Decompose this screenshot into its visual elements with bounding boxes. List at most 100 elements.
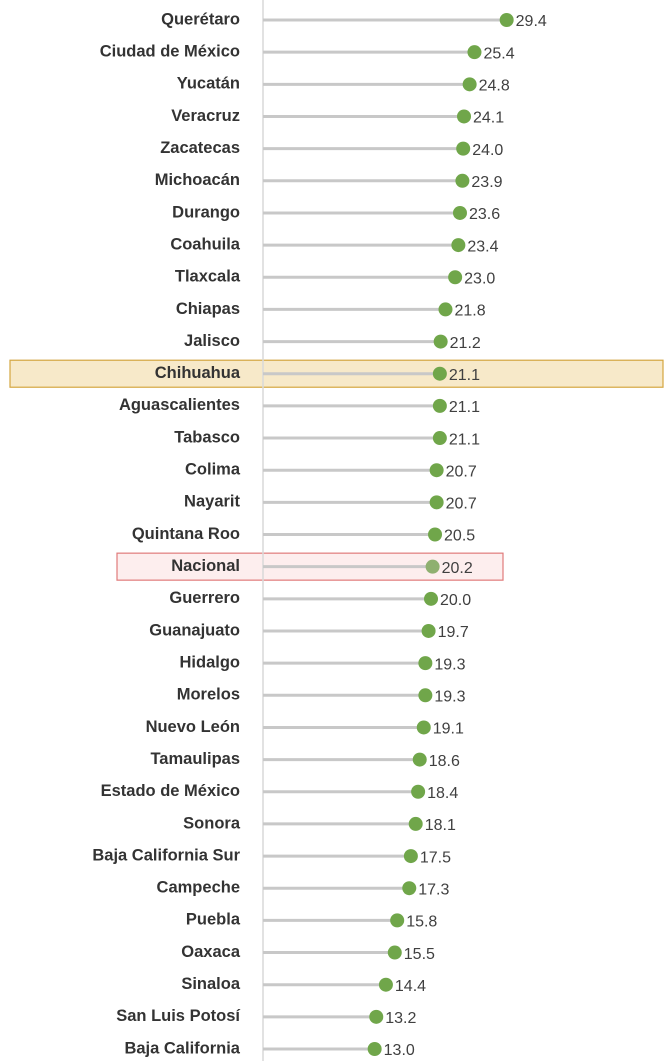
value-label: 21.1 bbox=[449, 431, 480, 448]
category-label: Durango bbox=[172, 203, 240, 221]
value-label: 14.4 bbox=[395, 978, 426, 995]
value-label: 23.6 bbox=[469, 206, 500, 223]
dot bbox=[452, 205, 467, 220]
dot bbox=[429, 495, 444, 510]
dot bbox=[455, 173, 470, 188]
value-label: 23.9 bbox=[471, 174, 502, 191]
dot bbox=[402, 881, 417, 896]
dot bbox=[438, 302, 453, 317]
category-label: Tamaulipas bbox=[150, 750, 240, 768]
dot bbox=[451, 238, 466, 253]
dot bbox=[403, 849, 418, 864]
value-label: 21.8 bbox=[454, 303, 485, 320]
category-label: Querétaro bbox=[161, 10, 240, 28]
value-label: 18.6 bbox=[429, 753, 460, 770]
value-label: 15.5 bbox=[404, 946, 435, 963]
dot bbox=[467, 45, 482, 60]
dot bbox=[412, 752, 427, 767]
dot bbox=[418, 656, 433, 671]
category-label: Tabasco bbox=[174, 428, 240, 446]
category-label: Veracruz bbox=[171, 107, 240, 125]
value-label: 20.7 bbox=[446, 496, 477, 513]
dot bbox=[432, 398, 447, 413]
dot bbox=[369, 1009, 384, 1024]
value-label: 21.1 bbox=[449, 367, 480, 384]
category-label: Tlaxcala bbox=[175, 268, 241, 286]
dot bbox=[411, 784, 426, 799]
value-label: 21.2 bbox=[450, 335, 481, 352]
category-label: Guanajuato bbox=[149, 621, 240, 639]
dot bbox=[390, 913, 405, 928]
dot bbox=[367, 1042, 382, 1056]
category-label: Campeche bbox=[157, 879, 240, 897]
dot bbox=[408, 816, 423, 831]
value-label: 24.8 bbox=[479, 78, 510, 95]
dot bbox=[425, 559, 440, 574]
dot bbox=[499, 13, 514, 27]
category-label: Chiapas bbox=[176, 300, 240, 318]
value-label: 20.7 bbox=[446, 463, 477, 480]
category-label: Colima bbox=[185, 461, 241, 479]
category-label: Quintana Roo bbox=[132, 525, 240, 543]
category-label: Chihuahua bbox=[155, 364, 241, 382]
category-label: Morelos bbox=[177, 686, 240, 704]
dot bbox=[424, 591, 438, 606]
value-label: 19.3 bbox=[434, 689, 465, 706]
category-label: Estado de México bbox=[101, 782, 240, 800]
value-label: 17.5 bbox=[420, 849, 451, 866]
category-label: Coahuila bbox=[170, 235, 240, 253]
category-label: Puebla bbox=[186, 911, 241, 929]
category-label: Nuevo León bbox=[146, 718, 240, 736]
dot bbox=[429, 463, 444, 478]
value-label: 24.1 bbox=[473, 110, 504, 127]
value-label: 17.3 bbox=[418, 881, 449, 898]
category-label: Sonora bbox=[183, 814, 241, 832]
value-label: 23.0 bbox=[464, 270, 495, 287]
value-label: 20.2 bbox=[442, 560, 473, 577]
value-label: 19.3 bbox=[434, 656, 465, 673]
value-label: 13.2 bbox=[385, 1010, 416, 1027]
category-label: Ciudad de México bbox=[100, 43, 240, 61]
value-label: 29.4 bbox=[516, 13, 547, 30]
dot bbox=[428, 527, 443, 542]
dot bbox=[432, 366, 447, 381]
category-label: Zacatecas bbox=[160, 139, 240, 157]
category-label: Guerrero bbox=[169, 589, 240, 607]
dot bbox=[462, 77, 477, 92]
dot bbox=[387, 945, 402, 960]
category-label: Hidalgo bbox=[180, 653, 241, 671]
dot bbox=[416, 720, 431, 735]
category-label: Nacional bbox=[171, 557, 240, 575]
dot bbox=[456, 141, 471, 156]
category-label: Baja California Sur bbox=[92, 846, 240, 864]
category-label: San Luis Potosí bbox=[116, 1007, 241, 1025]
value-label: 18.4 bbox=[427, 785, 458, 802]
value-label: 23.4 bbox=[467, 238, 498, 255]
category-label: Nayarit bbox=[184, 493, 240, 511]
value-label: 18.1 bbox=[425, 817, 456, 834]
value-label: 20.0 bbox=[440, 592, 471, 609]
value-label: 19.7 bbox=[438, 624, 469, 641]
category-label: Yucatán bbox=[177, 75, 240, 93]
dot bbox=[433, 334, 448, 349]
value-label: 19.1 bbox=[433, 721, 464, 738]
value-label: 13.0 bbox=[384, 1042, 415, 1059]
value-label: 20.5 bbox=[444, 528, 475, 545]
dot bbox=[378, 977, 393, 992]
value-label: 15.8 bbox=[406, 914, 437, 931]
category-label: Aguascalientes bbox=[119, 396, 240, 414]
value-label: 24.0 bbox=[472, 142, 503, 159]
value-label: 21.1 bbox=[449, 399, 480, 416]
dot bbox=[418, 688, 433, 703]
value-label: 25.4 bbox=[483, 45, 514, 62]
category-label: Sinaloa bbox=[181, 975, 241, 993]
category-label: Oaxaca bbox=[181, 943, 241, 961]
category-label: Michoacán bbox=[155, 171, 240, 189]
category-label: Jalisco bbox=[184, 332, 240, 350]
category-label: Baja California bbox=[124, 1039, 240, 1057]
dot bbox=[421, 623, 436, 638]
dot bbox=[432, 431, 447, 446]
dot bbox=[457, 109, 472, 124]
dot bbox=[448, 270, 463, 285]
